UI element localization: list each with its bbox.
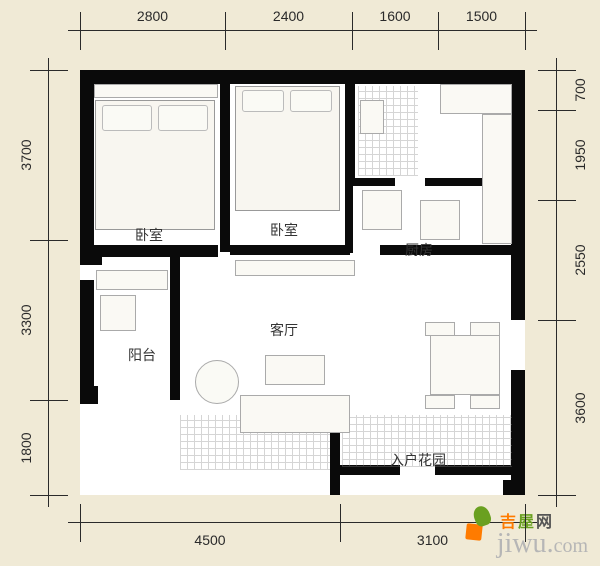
chair	[425, 395, 455, 409]
dim-label: 1600	[379, 8, 410, 24]
tv-unit	[235, 260, 355, 276]
dim-label: 2550	[572, 244, 588, 275]
wall	[230, 245, 350, 255]
coffee-table	[265, 355, 325, 385]
balcony-rail	[96, 270, 168, 290]
dim-label: 1500	[466, 8, 497, 24]
room-label-kitchen: 厨房	[405, 240, 433, 260]
dim-tick	[340, 504, 341, 542]
dim-tick	[30, 400, 68, 401]
dim-tick	[538, 110, 576, 111]
dim-label: 3700	[18, 139, 34, 170]
sofa	[240, 395, 350, 433]
pillow	[242, 90, 284, 112]
chair	[470, 322, 500, 336]
dim-label: 3100	[417, 532, 448, 548]
dim-tick	[538, 495, 576, 496]
wall	[380, 245, 520, 255]
dim-tick	[438, 12, 439, 50]
dim-tick	[352, 12, 353, 50]
round-chair	[195, 360, 239, 404]
url-com: com	[554, 535, 588, 557]
room-label-bedroom1: 卧室	[135, 225, 163, 245]
pillow	[290, 90, 332, 112]
dim-tick	[525, 504, 526, 542]
wall	[80, 70, 525, 84]
dim-tick	[538, 70, 576, 71]
wall	[511, 370, 525, 495]
dim-tick	[30, 70, 68, 71]
floor-plan: 卧室 卧室厨房阳台 客厅入户花园	[80, 70, 525, 495]
wall	[345, 80, 355, 185]
dim-label: 1800	[18, 432, 34, 463]
pillow	[158, 105, 208, 131]
dining-table	[430, 335, 500, 395]
wall	[80, 70, 94, 250]
chair	[425, 322, 455, 336]
room-label-bedroom2: 卧室	[270, 220, 298, 240]
watermark-url: jiwu.com	[497, 528, 588, 560]
dim-label: 700	[572, 78, 588, 101]
dim-tick	[538, 200, 576, 201]
dim-tick	[30, 240, 68, 241]
room-label-garden: 入户花园	[390, 450, 446, 470]
wall	[80, 386, 98, 404]
dim-tick	[80, 504, 81, 542]
wall	[220, 80, 230, 252]
wall	[511, 70, 525, 320]
toilet	[360, 100, 384, 134]
stove	[420, 200, 460, 240]
dim-label: 2800	[137, 8, 168, 24]
dim-label: 3600	[572, 392, 588, 423]
chair	[470, 395, 500, 409]
counter	[440, 84, 512, 114]
dim-tick	[30, 495, 68, 496]
dim-tick	[80, 12, 81, 50]
wall	[80, 245, 102, 265]
dim-tick	[225, 12, 226, 50]
room-label-balcony: 阳台	[128, 345, 156, 365]
dim-label: 3300	[18, 304, 34, 335]
counter	[482, 114, 512, 244]
dim-label: 4500	[194, 532, 225, 548]
wall	[170, 255, 180, 400]
dim-tick	[538, 320, 576, 321]
wall	[80, 280, 94, 400]
dim-tick	[525, 12, 526, 50]
dim-label: 1950	[572, 139, 588, 170]
floorplan-canvas: 卧室卧室厨房阳台客厅入户花园 吉屋网 jiwu.com 280024001600…	[0, 0, 600, 566]
wall	[330, 475, 340, 495]
url-main: jiwu	[497, 528, 547, 559]
washer	[100, 295, 136, 331]
room-label-living: 客厅	[270, 320, 298, 340]
dim-label: 2400	[273, 8, 304, 24]
wall	[345, 185, 353, 253]
wardrobe	[94, 84, 218, 98]
logo-icon	[462, 506, 496, 540]
sink	[362, 190, 402, 230]
wall	[503, 480, 525, 495]
pillow	[102, 105, 152, 131]
wall	[92, 245, 218, 257]
url-dot: .	[547, 528, 554, 559]
